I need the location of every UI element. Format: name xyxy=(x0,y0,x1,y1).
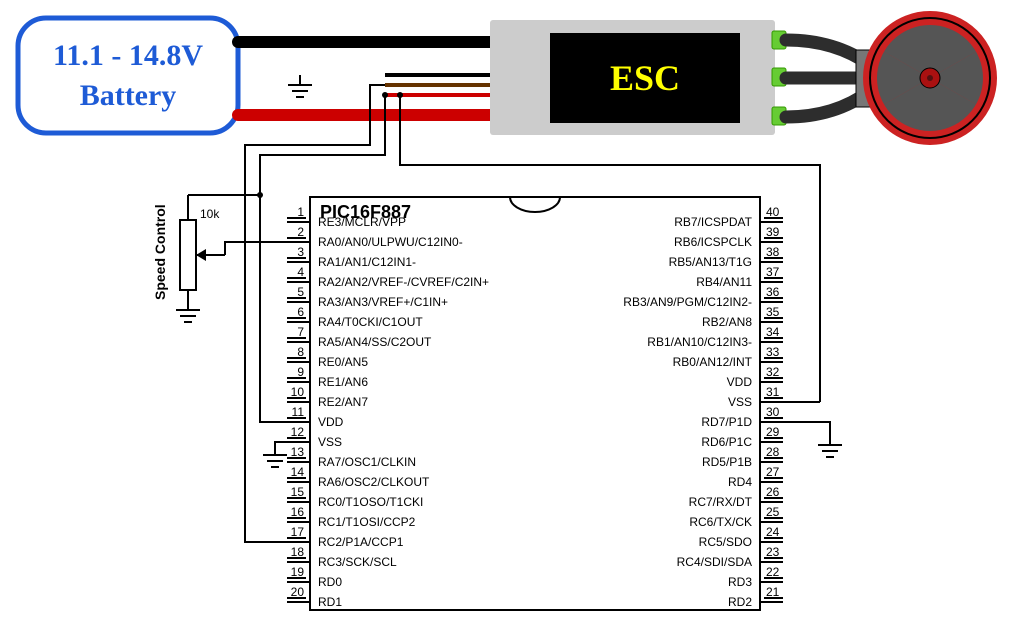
svg-text:RD3: RD3 xyxy=(728,575,752,589)
svg-text:40: 40 xyxy=(766,205,780,219)
svg-text:RD5/P1B: RD5/P1B xyxy=(702,455,752,469)
svg-text:33: 33 xyxy=(766,345,780,359)
svg-text:RB4/AN11: RB4/AN11 xyxy=(696,275,752,289)
svg-text:RA2/AN2/VREF-/CVREF/C2IN+: RA2/AN2/VREF-/CVREF/C2IN+ xyxy=(318,275,489,289)
svg-text:22: 22 xyxy=(766,565,780,579)
svg-text:RA1/AN1/C12IN1-: RA1/AN1/C12IN1- xyxy=(318,255,416,269)
svg-text:27: 27 xyxy=(766,465,780,479)
svg-text:5: 5 xyxy=(297,285,304,299)
svg-text:VSS: VSS xyxy=(318,435,342,449)
svg-text:18: 18 xyxy=(291,545,305,559)
svg-text:RC3/SCK/SCL: RC3/SCK/SCL xyxy=(318,555,397,569)
svg-text:16: 16 xyxy=(291,505,305,519)
svg-text:4: 4 xyxy=(297,265,304,279)
ground-pot xyxy=(176,310,200,322)
svg-text:RC4/SDI/SDA: RC4/SDI/SDA xyxy=(677,555,752,569)
svg-text:28: 28 xyxy=(766,445,780,459)
svg-text:6: 6 xyxy=(297,305,304,319)
ground-bec xyxy=(288,85,312,97)
svg-text:RA6/OSC2/CLKOUT: RA6/OSC2/CLKOUT xyxy=(318,475,430,489)
svg-text:25: 25 xyxy=(766,505,780,519)
svg-text:RD0: RD0 xyxy=(318,575,342,589)
svg-text:2: 2 xyxy=(297,225,304,239)
svg-text:RD7/P1D: RD7/P1D xyxy=(701,415,752,429)
svg-text:9: 9 xyxy=(297,365,304,379)
svg-text:26: 26 xyxy=(766,485,780,499)
svg-text:37: 37 xyxy=(766,265,780,279)
svg-text:14: 14 xyxy=(291,465,305,479)
svg-text:RE2/AN7: RE2/AN7 xyxy=(318,395,368,409)
svg-text:RD2: RD2 xyxy=(728,595,752,609)
svg-text:31: 31 xyxy=(766,385,780,399)
svg-text:34: 34 xyxy=(766,325,780,339)
svg-text:RB7/ICSPDAT: RB7/ICSPDAT xyxy=(674,215,752,229)
svg-text:RD1: RD1 xyxy=(318,595,342,609)
svg-text:RE1/AN6: RE1/AN6 xyxy=(318,375,368,389)
svg-text:VDD: VDD xyxy=(727,375,753,389)
svg-text:20: 20 xyxy=(291,585,305,599)
svg-text:8: 8 xyxy=(297,345,304,359)
svg-text:10: 10 xyxy=(291,385,305,399)
svg-text:23: 23 xyxy=(766,545,780,559)
wire-vss-left xyxy=(275,442,287,455)
svg-text:VSS: VSS xyxy=(728,395,752,409)
svg-text:RC0/T1OSO/T1CKI: RC0/T1OSO/T1CKI xyxy=(318,495,423,509)
svg-text:12: 12 xyxy=(291,425,305,439)
wire-vss-right xyxy=(783,422,830,445)
svg-text:RC5/SDO: RC5/SDO xyxy=(699,535,752,549)
wire-wiper-ra0 xyxy=(225,242,287,255)
junction-red xyxy=(397,92,403,98)
ground-vss-left xyxy=(263,455,287,467)
speed-control-label: Speed Control xyxy=(152,204,168,300)
battery-line1: 11.1 - 14.8V xyxy=(53,39,203,72)
svg-text:RA3/AN3/VREF+/C1IN+: RA3/AN3/VREF+/C1IN+ xyxy=(318,295,448,309)
svg-text:RC6/TX/CK: RC6/TX/CK xyxy=(689,515,752,529)
svg-text:RC2/P1A/CCP1: RC2/P1A/CCP1 xyxy=(318,535,404,549)
svg-text:RB0/AN12/INT: RB0/AN12/INT xyxy=(673,355,753,369)
svg-text:RB6/ICSPCLK: RB6/ICSPCLK xyxy=(674,235,752,249)
svg-text:24: 24 xyxy=(766,525,780,539)
pic16f887-chip: PIC16F887 1RE3/MCLR/VPP2RA0/AN0/ULPWU/C1… xyxy=(287,197,783,610)
svg-text:RA4/T0CKI/C1OUT: RA4/T0CKI/C1OUT xyxy=(318,315,423,329)
svg-text:1: 1 xyxy=(297,205,304,219)
svg-text:3: 3 xyxy=(297,245,304,259)
svg-text:VDD: VDD xyxy=(318,415,344,429)
svg-text:19: 19 xyxy=(291,565,305,579)
svg-text:RA5/AN4/SS/C2OUT: RA5/AN4/SS/C2OUT xyxy=(318,335,432,349)
svg-text:17: 17 xyxy=(291,525,305,539)
svg-text:38: 38 xyxy=(766,245,780,259)
svg-text:RD6/P1C: RD6/P1C xyxy=(701,435,752,449)
svg-text:21: 21 xyxy=(766,585,780,599)
svg-text:13: 13 xyxy=(291,445,305,459)
svg-text:11: 11 xyxy=(292,405,305,419)
svg-text:RB2/AN8: RB2/AN8 xyxy=(702,315,752,329)
svg-text:RC7/RX/DT: RC7/RX/DT xyxy=(689,495,753,509)
svg-text:29: 29 xyxy=(766,425,780,439)
svg-text:RA7/OSC1/CLKIN: RA7/OSC1/CLKIN xyxy=(318,455,416,469)
svg-text:RD4: RD4 xyxy=(728,475,752,489)
circuit-diagram: 11.1 - 14.8V Battery ESC PIC16 xyxy=(0,0,1024,628)
svg-text:7: 7 xyxy=(297,325,304,339)
svg-text:RB1/AN10/C12IN3-: RB1/AN10/C12IN3- xyxy=(647,335,752,349)
svg-text:32: 32 xyxy=(766,365,780,379)
svg-text:30: 30 xyxy=(766,405,780,419)
svg-text:RB5/AN13/T1G: RB5/AN13/T1G xyxy=(669,255,752,269)
battery-box xyxy=(18,18,238,133)
svg-text:RC1/T1OSI/CCP2: RC1/T1OSI/CCP2 xyxy=(318,515,416,529)
esc-label: ESC xyxy=(610,58,680,98)
svg-text:39: 39 xyxy=(766,225,780,239)
speed-control-block: 10k Speed Control xyxy=(152,195,225,322)
battery-line2: Battery xyxy=(80,79,177,112)
svg-text:RA0/AN0/ULPWU/C12IN0-: RA0/AN0/ULPWU/C12IN0- xyxy=(318,235,463,249)
svg-text:RE0/AN5: RE0/AN5 xyxy=(318,355,368,369)
svg-text:36: 36 xyxy=(766,285,780,299)
svg-text:15: 15 xyxy=(291,485,305,499)
svg-text:RB3/AN9/PGM/C12IN2-: RB3/AN9/PGM/C12IN2- xyxy=(623,295,752,309)
svg-text:RE3/MCLR/VPP: RE3/MCLR/VPP xyxy=(318,215,406,229)
svg-text:35: 35 xyxy=(766,305,780,319)
pot-value: 10k xyxy=(200,207,220,221)
ground-vss-right xyxy=(818,445,842,457)
potentiometer-body xyxy=(180,220,196,290)
